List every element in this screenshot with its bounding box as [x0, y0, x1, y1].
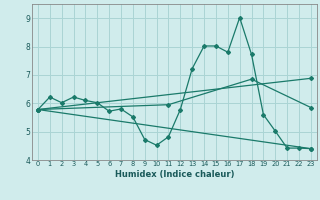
X-axis label: Humidex (Indice chaleur): Humidex (Indice chaleur): [115, 170, 234, 179]
